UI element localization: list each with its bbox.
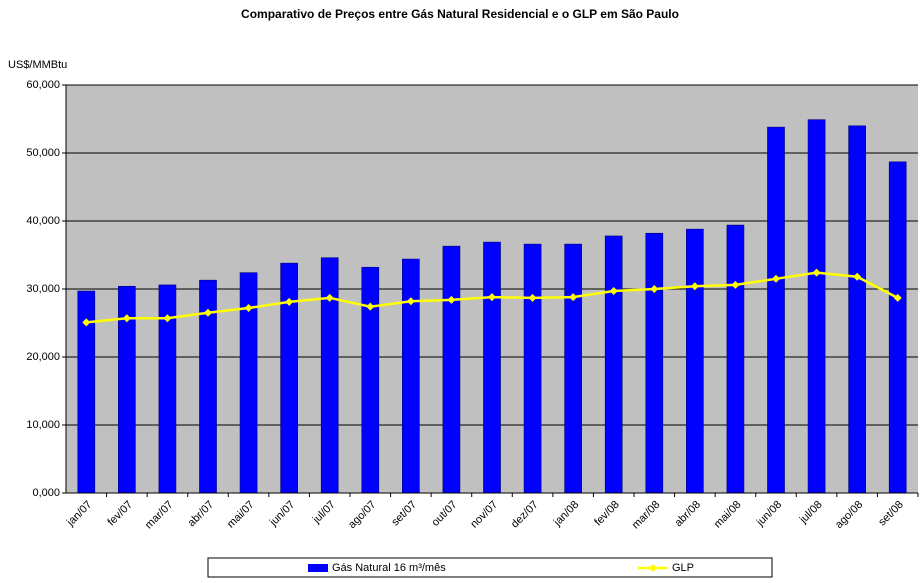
x-tick-label: set/07 [389,499,419,529]
line-marker [609,287,618,296]
chart-title: Comparativo de Preços entre Gás Natural … [241,7,679,21]
line-marker [325,293,334,302]
x-tick-label: set/08 [876,499,906,529]
line-marker [569,293,578,302]
x-tick-label: jul/07 [310,499,338,527]
line-marker [893,293,902,302]
x-tick-label: abr/07 [186,499,217,530]
x-tick-label: mai/08 [712,499,744,531]
line-marker [204,308,212,317]
x-tick-label: fev/07 [105,499,135,529]
line-marker [772,274,780,283]
line-marker [528,293,537,302]
bar [645,232,664,494]
line-marker [366,302,375,311]
legend-marker [649,564,657,572]
bar [686,228,704,494]
x-tick-label: mai/07 [225,499,257,531]
line-marker [812,268,821,277]
bar [442,245,461,494]
bar [361,266,380,494]
legend-label: GLP [672,562,694,574]
line-marker [82,318,91,327]
x-tick-label: ago/07 [346,499,378,531]
y-tick-label: 60,000 [26,79,60,91]
line-marker [122,314,131,323]
bar [483,241,501,494]
bar [807,119,826,494]
y-tick-label: 10,000 [26,419,60,431]
bar [604,235,623,494]
x-tick-label: jul/08 [797,499,825,527]
bar [888,161,907,494]
line-marker [650,285,659,293]
line-marker [731,280,740,289]
line-marker [163,314,172,323]
x-tick-label: fev/08 [592,499,622,529]
y-tick-label: 50,000 [26,147,60,159]
bar [280,262,298,494]
y-tick-label: 20,000 [26,351,60,363]
line-marker [406,297,415,306]
x-tick-label: mar/08 [630,499,663,532]
line-marker [488,293,496,302]
bar [320,257,339,494]
y-tick-label: 40,000 [26,215,60,227]
legend-swatch [308,564,328,572]
x-tick-label: jun/07 [267,499,297,529]
legend-label: Gás Natural 16 m³/mês [332,562,446,574]
bar [767,126,785,494]
x-tick-label: out/07 [429,499,459,529]
x-tick-label: abr/08 [672,499,703,530]
x-tick-label: jun/08 [754,499,784,529]
line-marker [285,297,294,306]
x-tick-label: jan/07 [64,499,94,529]
x-tick-label: mar/07 [143,499,176,532]
bar [402,258,420,494]
bar [848,125,866,494]
y-tick-label: 30,000 [26,283,60,295]
x-tick-label: jan/08 [551,499,581,529]
line-marker [447,295,456,304]
x-tick-label: nov/07 [468,499,500,531]
bar [726,224,745,494]
line-marker [244,304,253,313]
line-marker [853,272,862,281]
x-tick-label: ago/08 [833,499,865,531]
bar [564,243,582,494]
y-axis-label: US$/MMBtu [8,59,67,71]
x-tick-label: dez/07 [509,499,541,531]
y-tick-label: 0,000 [32,487,60,499]
bar [523,243,542,494]
legend-box [207,557,773,578]
line-marker [690,282,699,291]
